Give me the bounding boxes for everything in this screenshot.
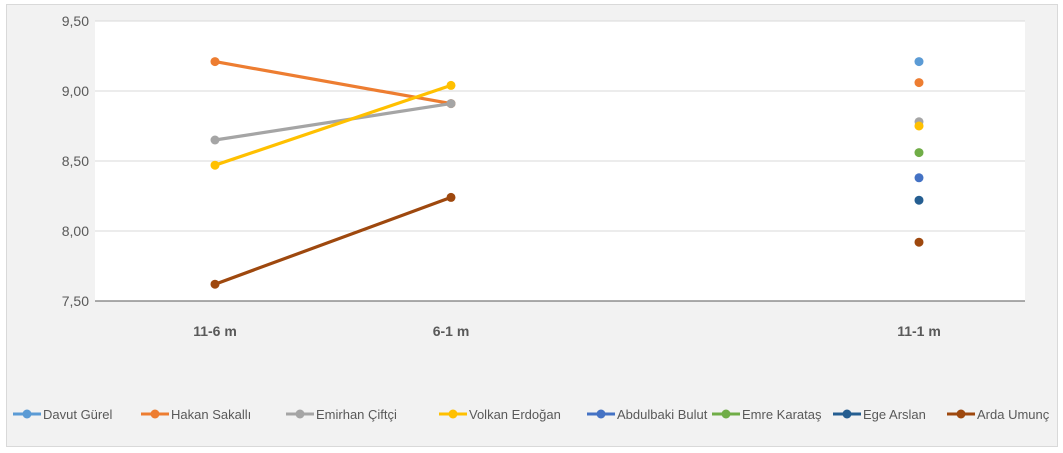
- series-line: [213, 101, 453, 142]
- x-tick-label: 11-6 m: [193, 323, 237, 339]
- legend-marker: [448, 409, 458, 419]
- data-point: [446, 99, 456, 109]
- y-tick-label: 7,50: [62, 293, 89, 309]
- legend-marker: [956, 409, 966, 419]
- legend-marker: [150, 409, 160, 419]
- legend-marker: [596, 409, 606, 419]
- legend-label: Hakan Sakallı: [171, 407, 251, 422]
- data-point: [914, 148, 924, 158]
- x-tick-label: 11-1 m: [897, 323, 941, 339]
- legend-label: Abdulbaki Bulut: [617, 407, 708, 422]
- series-line: [213, 195, 453, 286]
- legend-marker: [721, 409, 731, 419]
- data-point: [914, 195, 924, 205]
- series-line: [213, 83, 453, 167]
- x-tick-label: 6-1 m: [433, 323, 470, 339]
- data-point: [914, 173, 924, 183]
- data-point: [210, 57, 220, 67]
- data-point: [210, 135, 220, 145]
- data-point: [446, 192, 456, 202]
- legend-label: Volkan Erdoğan: [469, 407, 561, 422]
- chart-area: 7,50 8,00 8,50 9,00 9,50 11-6 m 6-1 m 11-1 m D…: [6, 4, 1058, 447]
- series-line: [213, 59, 453, 106]
- legend-label: Davut Gürel: [43, 407, 112, 422]
- legend-label: Emirhan Çiftçi: [316, 407, 397, 422]
- y-tick-label: 8,50: [62, 153, 89, 169]
- legend-label: Emre Karataş: [742, 407, 822, 422]
- data-point: [210, 160, 220, 170]
- data-point: [914, 57, 924, 67]
- y-tick-label: 9,50: [62, 13, 89, 29]
- legend-label: Arda Umunç: [977, 407, 1050, 422]
- data-point: [914, 78, 924, 88]
- legend-marker: [22, 409, 32, 419]
- data-point: [210, 279, 220, 289]
- y-tick-label: 8,00: [62, 223, 89, 239]
- legend-label: Ege Arslan: [863, 407, 926, 422]
- line-chart: 7,50 8,00 8,50 9,00 9,50 11-6 m 6-1 m 11-1 m D…: [13, 13, 1050, 422]
- legend-marker: [842, 409, 852, 419]
- y-tick-label: 9,00: [62, 83, 89, 99]
- data-point: [914, 237, 924, 247]
- legend-marker: [295, 409, 305, 419]
- data-point: [914, 121, 924, 131]
- data-point: [446, 80, 456, 90]
